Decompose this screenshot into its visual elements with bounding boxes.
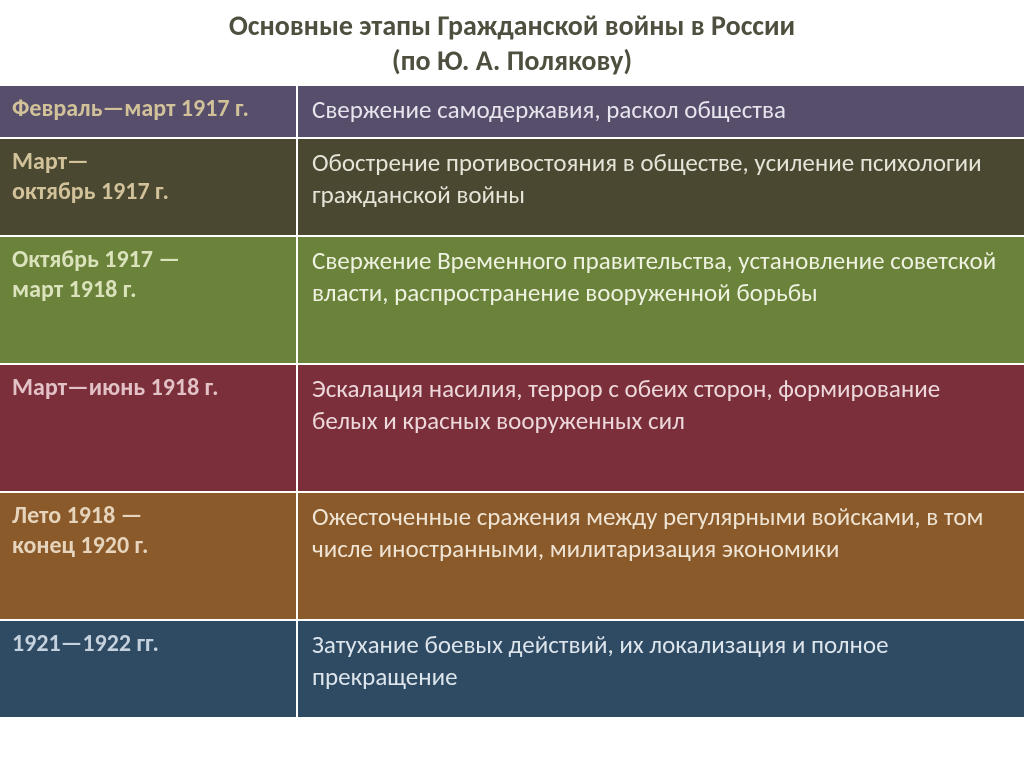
period-cell: Лето 1918 —конец 1920 г. [0,493,298,619]
table-row: Март—июнь 1918 г. Эскалация насилия, тер… [0,365,1024,493]
table-row: Март—октябрь 1917 г. Обострение противос… [0,139,1024,237]
period-cell: Март—октябрь 1917 г. [0,139,298,235]
table-row: Лето 1918 —конец 1920 г. Ожесточенные ср… [0,493,1024,621]
desc-cell: Ожесточенные сражения между регулярными … [298,493,1024,619]
table-row: Октябрь 1917 —март 1918 г. Свержение Вре… [0,237,1024,365]
desc-cell: Эскалация насилия, террор с обеих сторон… [298,365,1024,491]
desc-cell: Обострение противостояния в обществе, ус… [298,139,1024,235]
period-cell: Март—июнь 1918 г. [0,365,298,491]
desc-cell: Затухание боевых действий, их локализаци… [298,621,1024,717]
desc-cell: Свержение Временного правительства, уста… [298,237,1024,363]
title-line-2: (по Ю. А. Полякову) [392,43,632,78]
period-cell: 1921—1922 гг. [0,621,298,717]
stages-table: Февраль—март 1917 г. Свержение самодержа… [0,84,1024,767]
period-cell: Октябрь 1917 —март 1918 г. [0,237,298,363]
table-row: Февраль—март 1917 г. Свержение самодержа… [0,86,1024,139]
table-row: 1921—1922 гг. Затухание боевых действий,… [0,621,1024,719]
period-cell: Февраль—март 1917 г. [0,86,298,137]
desc-cell: Свержение самодержавия, раскол общества [298,86,1024,137]
slide-title: Основные этапы Гражданской войны в Росси… [0,0,1024,84]
title-line-1: Основные этапы Гражданской войны в Росси… [229,8,795,43]
